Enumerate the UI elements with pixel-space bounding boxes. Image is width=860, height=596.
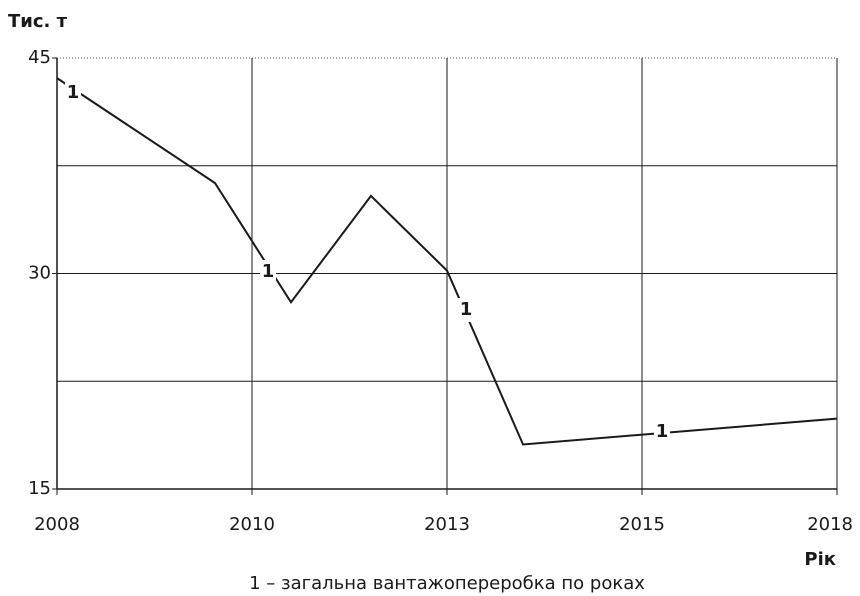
line-label: 1 — [460, 299, 473, 320]
line-label: 1 — [67, 82, 80, 103]
caption: 1 – загальна вантажопереробка по роках — [249, 573, 645, 594]
line-label-bg — [458, 298, 474, 322]
x-tick-label: 2018 — [807, 514, 853, 535]
line-label-bg — [65, 81, 81, 105]
line-label: 1 — [656, 421, 669, 442]
series-line — [56, 77, 838, 446]
x-tick-label: 2015 — [619, 514, 665, 535]
line-label-bg — [654, 420, 670, 444]
x-tick-label: 2013 — [424, 514, 470, 535]
y-tick-label: 15 — [28, 478, 51, 499]
y-axis-label: Тис. т — [8, 11, 68, 32]
x-tick-label: 2008 — [34, 514, 80, 535]
y-tick-label: 30 — [28, 263, 51, 284]
line-label-bg — [260, 260, 276, 284]
y-tick-label: 45 — [28, 47, 51, 68]
line-label: 1 — [262, 261, 275, 282]
x-axis-label: Рік — [804, 549, 836, 570]
x-tick-label: 2010 — [229, 514, 275, 535]
